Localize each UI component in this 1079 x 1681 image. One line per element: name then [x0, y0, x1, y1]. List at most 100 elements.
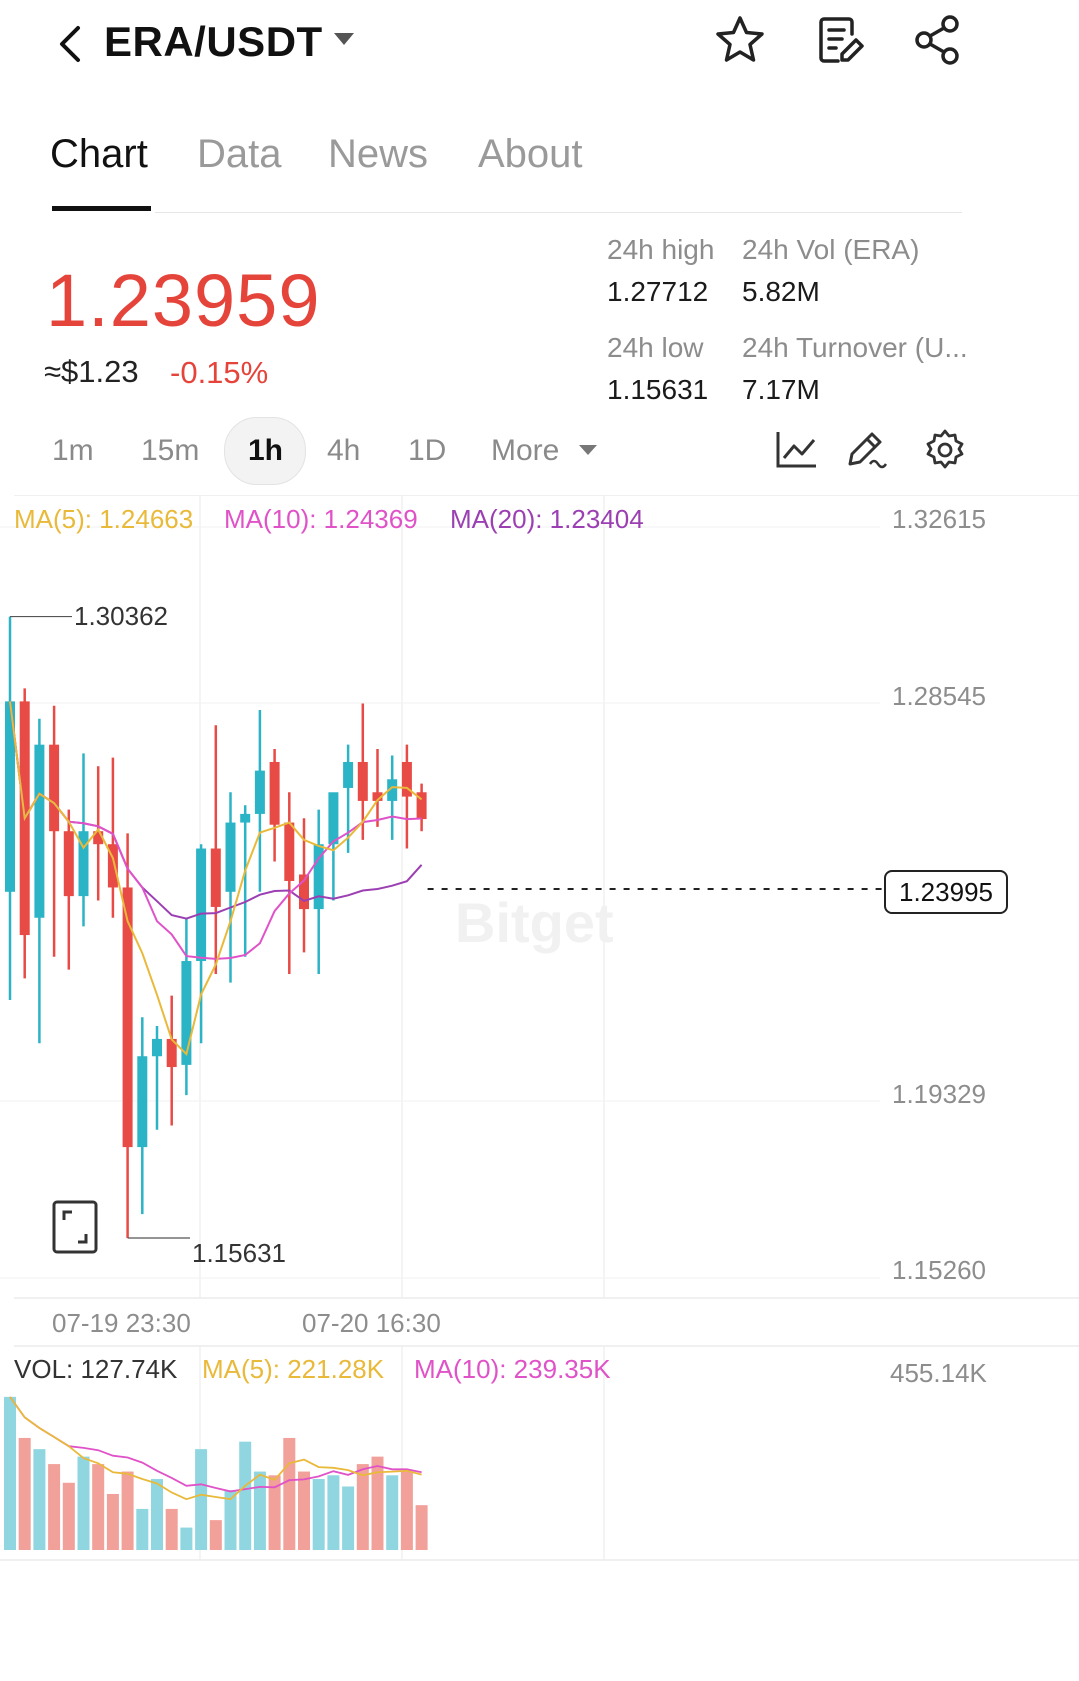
- y-tick-label: 1.19329: [892, 1079, 986, 1109]
- candle-body: [372, 792, 383, 801]
- x-tick-label: 07-19 23:30: [52, 1308, 191, 1338]
- candle-body: [93, 831, 104, 845]
- volume-bar: [209, 1520, 222, 1550]
- vol-ma5-line: [9, 1396, 422, 1501]
- current-price-marker: 1.23995: [884, 870, 1008, 914]
- candle-body: [240, 813, 251, 823]
- tab-chart[interactable]: Chart: [50, 132, 148, 176]
- volume-bar: [415, 1505, 428, 1550]
- price-chart[interactable]: Bitget: [0, 495, 1079, 1681]
- candle-body: [343, 761, 354, 788]
- y-tick-label: 1.28545: [892, 681, 986, 711]
- volume-bar: [298, 1471, 310, 1550]
- candle-body: [63, 831, 74, 897]
- volume-bar: [151, 1479, 163, 1550]
- candle-body: [5, 701, 15, 892]
- turnover-label: 24h Turnover (U...: [742, 332, 968, 363]
- tab-divider: [155, 212, 962, 213]
- volume-bar: [195, 1449, 208, 1550]
- watermark-text: Bitget: [455, 891, 614, 954]
- y-tick-label: 1.32615: [892, 504, 986, 534]
- volume-bar: [180, 1527, 193, 1550]
- tab-news[interactable]: News: [328, 132, 429, 176]
- vol-ma5-label: MA(5): 221.28K: [202, 1354, 385, 1384]
- high-label: 24h high: [607, 234, 715, 265]
- volume-bar: [136, 1508, 149, 1550]
- volume-bar: [106, 1493, 119, 1550]
- candle-body: [49, 744, 60, 832]
- volume-bar: [239, 1441, 252, 1550]
- tab-about[interactable]: About: [478, 132, 583, 176]
- share-icon[interactable]: [910, 12, 966, 68]
- vol-label: 24h Vol (ERA): [742, 234, 920, 265]
- indicator-icon[interactable]: [774, 428, 820, 472]
- volume-bar: [4, 1396, 16, 1550]
- ma20-label: MA(20): 1.23404: [450, 504, 644, 534]
- volume-bar: [356, 1464, 369, 1550]
- interval-15m[interactable]: 15m: [141, 434, 200, 467]
- turnover-value: 7.17M: [742, 374, 820, 405]
- settings-gear-icon[interactable]: [922, 428, 968, 472]
- draw-tool-icon[interactable]: [842, 428, 888, 472]
- ma5-label: MA(5): 1.24663: [14, 504, 194, 534]
- caret-down-icon[interactable]: [332, 30, 356, 48]
- candle-body: [284, 822, 295, 881]
- candle-body: [34, 744, 45, 918]
- volume-bar: [342, 1486, 355, 1550]
- volume-bar: [283, 1437, 296, 1550]
- candle-body: [357, 761, 368, 801]
- usd-price: ≈$1.23: [44, 354, 139, 389]
- tab-data[interactable]: Data: [197, 132, 282, 176]
- candle-body: [107, 844, 118, 888]
- volume-bar: [371, 1456, 384, 1550]
- high-annotation: 1.30362: [74, 601, 168, 631]
- candle-body: [328, 792, 339, 845]
- low-value: 1.15631: [607, 374, 709, 405]
- ma10-label: MA(10): 1.24369: [224, 504, 418, 534]
- low-label: 24h low: [607, 332, 704, 363]
- star-icon[interactable]: [712, 12, 768, 68]
- candle-body: [299, 874, 309, 910]
- volume-bar: [33, 1449, 46, 1550]
- pair-title[interactable]: ERA/USDT: [104, 18, 323, 65]
- volume-bar: [312, 1479, 325, 1550]
- candle-body: [166, 1038, 177, 1068]
- volume-bar: [268, 1475, 281, 1550]
- volume-bar: [48, 1464, 61, 1550]
- back-icon[interactable]: [52, 22, 92, 66]
- volume-bar: [253, 1471, 266, 1550]
- interval-more[interactable]: More: [491, 434, 560, 467]
- volume-bar: [62, 1482, 75, 1550]
- candle-body: [313, 844, 324, 910]
- expand-icon[interactable]: [52, 1200, 98, 1254]
- x-tick-label: 07-20 16:30: [302, 1308, 441, 1338]
- candle-body: [387, 779, 398, 801]
- ma10-line: [9, 701, 422, 960]
- more-caret-icon[interactable]: [578, 443, 598, 457]
- candle-body: [152, 1038, 162, 1057]
- interval-1h[interactable]: 1h: [248, 434, 284, 467]
- interval-selected-pill: [224, 417, 306, 485]
- vol-label: VOL: 127.74K: [14, 1354, 178, 1384]
- volume-bar: [18, 1437, 31, 1550]
- ma5-line: [9, 701, 423, 1057]
- vol-max-label: 455.14K: [890, 1358, 987, 1388]
- interval-1d[interactable]: 1D: [408, 434, 447, 467]
- volume-bar: [92, 1464, 105, 1550]
- volume-bar: [165, 1508, 178, 1550]
- notes-icon[interactable]: [812, 12, 868, 68]
- interval-1m[interactable]: 1m: [52, 434, 94, 467]
- y-tick-label: 1.15260: [892, 1255, 986, 1285]
- candle-body: [196, 848, 207, 962]
- candle-body: [254, 770, 265, 814]
- price-change: -0.15%: [170, 355, 269, 390]
- last-price: 1.23959: [46, 259, 321, 342]
- candle-body: [269, 761, 280, 825]
- low-annotation: 1.15631: [192, 1238, 286, 1268]
- volume-bar: [224, 1490, 237, 1550]
- candle-body: [210, 848, 221, 907]
- interval-4h[interactable]: 4h: [327, 434, 361, 467]
- vol-value: 5.82M: [742, 276, 820, 307]
- candle-body: [122, 887, 133, 1148]
- candle-body: [181, 961, 192, 1065]
